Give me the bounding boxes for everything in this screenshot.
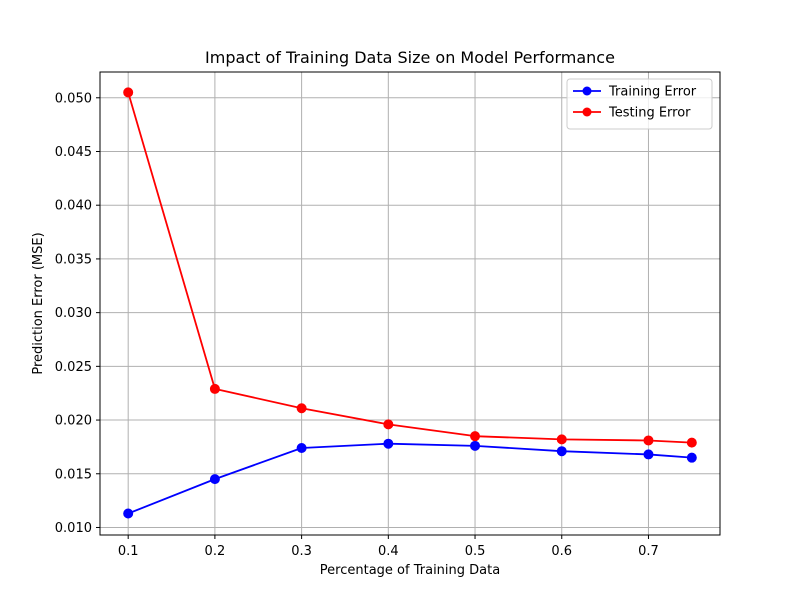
data-point: [556, 434, 567, 445]
y-tick-label: 0.010: [55, 521, 92, 536]
legend-marker: [582, 107, 592, 117]
x-tick-label: 0.7: [638, 544, 659, 559]
data-point: [209, 383, 220, 394]
plot-area: [100, 72, 720, 535]
data-point: [383, 419, 394, 430]
y-tick-label: 0.035: [55, 252, 92, 267]
chart-title: Impact of Training Data Size on Model Pe…: [205, 48, 615, 67]
legend-marker: [582, 86, 592, 96]
y-tick-label: 0.040: [55, 199, 92, 214]
data-point: [123, 87, 134, 98]
series-2: [123, 87, 697, 448]
legend-entry: Testing Error: [573, 106, 691, 121]
data-point: [383, 438, 394, 449]
x-tick-label: 0.3: [291, 544, 312, 559]
legend: Training Error Testing Error: [566, 78, 713, 130]
legend-entry: Training Error: [573, 85, 697, 100]
y-tick-label: 0.045: [55, 145, 92, 160]
legend-label: Testing Error: [608, 106, 691, 121]
series-1: [123, 438, 697, 519]
series-layer: [123, 87, 697, 519]
y-tick-label: 0.030: [55, 306, 92, 321]
data-point: [686, 452, 697, 463]
x-tick-label: 0.2: [205, 544, 226, 559]
series-line: [127, 442, 692, 515]
x-tick-label: 0.6: [551, 544, 572, 559]
y-tick-label: 0.025: [55, 360, 92, 375]
grid: [100, 72, 720, 535]
y-tick-label: 0.050: [55, 91, 92, 106]
data-point: [209, 474, 220, 485]
data-point: [556, 446, 567, 457]
x-axis-label: Percentage of Training Data: [320, 563, 500, 578]
axis-ticks: 0.1 0.2 0.3 0.4 0.5 0.6 0.7 0.010 0.015 0.020 0.02…: [55, 91, 659, 559]
y-tick-label: 0.015: [55, 467, 92, 482]
data-point: [643, 449, 654, 460]
series-line: [127, 92, 692, 444]
data-point: [296, 442, 307, 453]
legend-label: Training Error: [608, 85, 697, 100]
data-point: [470, 440, 481, 451]
data-point: [123, 508, 134, 519]
legend-box: [566, 78, 713, 130]
data-point: [470, 431, 481, 442]
x-tick-label: 0.4: [378, 544, 399, 559]
data-point: [296, 403, 307, 414]
plot-frame: [99, 71, 721, 536]
data-point: [643, 435, 654, 446]
x-tick-label: 0.1: [118, 544, 139, 559]
y-axis-label: Prediction Error (MSE): [31, 232, 46, 374]
x-tick-label: 0.5: [465, 544, 486, 559]
y-tick-label: 0.020: [55, 414, 92, 429]
data-point: [686, 437, 697, 448]
